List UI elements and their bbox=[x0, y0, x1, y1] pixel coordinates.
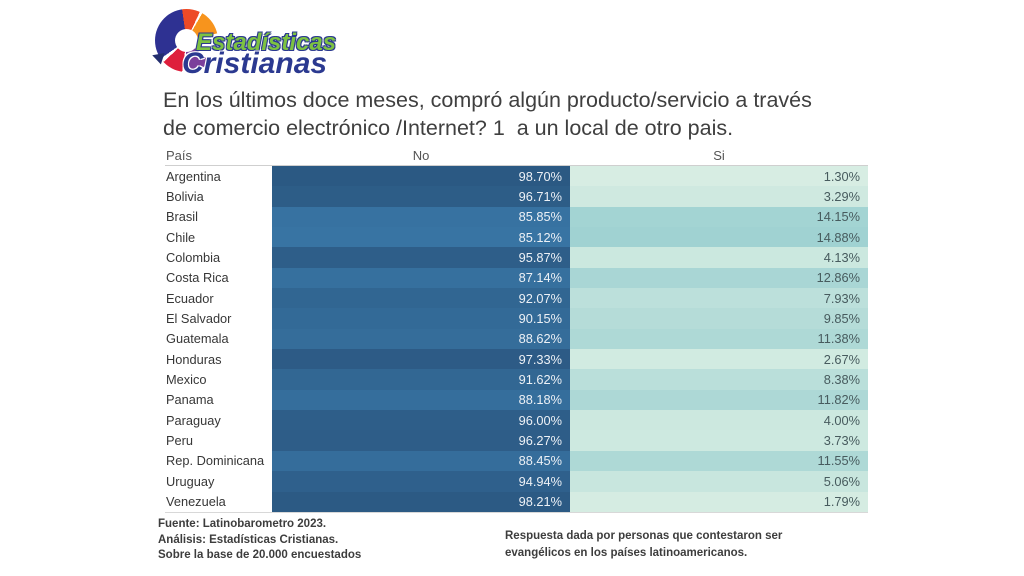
country-label: Colombia bbox=[165, 247, 272, 268]
table-row: Ecuador 92.07% 7.93% bbox=[165, 288, 868, 309]
logo: Estadísticas Cristianas bbox=[150, 6, 365, 80]
no-value-cell: 96.27% bbox=[272, 430, 570, 451]
country-label: Paraguay bbox=[165, 410, 272, 431]
country-label: Chile bbox=[165, 227, 272, 248]
no-value-cell: 98.21% bbox=[272, 491, 570, 512]
si-value-cell: 9.85% bbox=[570, 308, 868, 329]
no-value-cell: 88.62% bbox=[272, 328, 570, 350]
si-value-cell: 7.93% bbox=[570, 288, 868, 309]
logo-arrow-icon bbox=[150, 49, 165, 65]
table-row: Costa Rica 87.14% 12.86% bbox=[165, 267, 868, 289]
country-label: Peru bbox=[165, 430, 272, 451]
logo-pie-icon bbox=[155, 9, 218, 72]
country-label: Bolivia bbox=[165, 186, 272, 207]
country-label: Ecuador bbox=[165, 288, 272, 309]
table-row: Venezuela 98.21% 1.79% bbox=[165, 491, 868, 512]
chart-title: En los últimos doce meses, compró algún … bbox=[163, 88, 812, 140]
country-label: Venezuela bbox=[165, 491, 272, 512]
column-header-no: No bbox=[412, 148, 430, 163]
no-value-cell: 95.87% bbox=[272, 247, 570, 268]
no-value-cell: 98.70% bbox=[272, 166, 570, 187]
table-row: Peru 96.27% 3.73% bbox=[165, 430, 868, 451]
si-value-cell: 11.38% bbox=[570, 328, 868, 350]
si-value-cell: 1.79% bbox=[570, 491, 868, 512]
respondents-note: Respuesta dada por personas que contesta… bbox=[505, 530, 783, 559]
si-value-cell: 11.55% bbox=[570, 450, 868, 472]
source-line: Sobre la base de 20.000 encuestados bbox=[158, 549, 362, 561]
table-row: Honduras 97.33% 2.67% bbox=[165, 349, 868, 370]
table-header-row: País No Si bbox=[165, 148, 868, 166]
no-value-cell: 85.12% bbox=[272, 227, 570, 248]
no-value-cell: 90.15% bbox=[272, 308, 570, 329]
no-value-cell: 92.07% bbox=[272, 288, 570, 309]
country-label: Costa Rica bbox=[165, 267, 272, 289]
table-row: Guatemala 88.62% 11.38% bbox=[165, 328, 868, 350]
column-header-pais: País bbox=[166, 148, 193, 163]
si-value-cell: 12.86% bbox=[570, 267, 868, 289]
si-value-cell: 5.06% bbox=[570, 471, 868, 492]
source-line: Fuente: Latinobarometro 2023. bbox=[158, 518, 327, 530]
table-body: Argentina 98.70% 1.30% Bolivia 96.71% 3.29% Br… bbox=[165, 166, 868, 513]
source-line: Análisis: Estadísticas Cristianas. bbox=[158, 533, 339, 546]
no-value-cell: 94.94% bbox=[272, 471, 570, 492]
si-value-cell: 11.82% bbox=[570, 389, 868, 411]
table-row: Rep. Dominicana 88.45% 11.55% bbox=[165, 450, 868, 472]
country-label: Rep. Dominicana bbox=[165, 450, 272, 472]
table-row: Bolivia 96.71% 3.29% bbox=[165, 186, 868, 207]
no-value-cell: 96.00% bbox=[272, 410, 570, 431]
si-value-cell: 4.00% bbox=[570, 410, 868, 431]
table-row: Mexico 91.62% 8.38% bbox=[165, 369, 868, 390]
si-value-cell: 14.15% bbox=[570, 206, 868, 228]
logo-brand-line2: Cristianas bbox=[182, 47, 328, 80]
no-value-cell: 97.33% bbox=[272, 349, 570, 370]
si-value-cell: 1.30% bbox=[570, 166, 868, 187]
country-label: Guatemala bbox=[165, 328, 272, 350]
column-header-si: Si bbox=[713, 148, 725, 163]
table-row: Paraguay 96.00% 4.00% bbox=[165, 410, 868, 431]
si-value-cell: 3.73% bbox=[570, 430, 868, 451]
table-row: Argentina 98.70% 1.30% bbox=[165, 166, 868, 187]
no-value-cell: 91.62% bbox=[272, 369, 570, 390]
table-row: Brasil 85.85% 14.15% bbox=[165, 206, 868, 228]
table-row: Chile 85.12% 14.88% bbox=[165, 227, 868, 248]
si-value-cell: 4.13% bbox=[570, 247, 868, 268]
no-value-cell: 88.45% bbox=[272, 450, 570, 472]
table-row: Panama 88.18% 11.82% bbox=[165, 389, 868, 411]
country-label: Honduras bbox=[165, 349, 272, 370]
country-label: Panama bbox=[165, 389, 272, 411]
no-value-cell: 85.85% bbox=[272, 206, 570, 228]
country-label: Brasil bbox=[165, 206, 272, 228]
no-value-cell: 88.18% bbox=[272, 389, 570, 411]
table-row: Uruguay 94.94% 5.06% bbox=[165, 471, 868, 492]
country-label: Mexico bbox=[165, 369, 272, 390]
country-label: Argentina bbox=[165, 166, 272, 187]
heatmap-table: País No Si Argentina 98.70% 1.30% Bolivia 96… bbox=[165, 148, 868, 513]
table-row: Colombia 95.87% 4.13% bbox=[165, 247, 868, 268]
logo-brand-line1: Estadísticas bbox=[196, 29, 337, 56]
table-row: El Salvador 90.15% 9.85% bbox=[165, 308, 868, 329]
si-value-cell: 2.67% bbox=[570, 349, 868, 370]
no-value-cell: 96.71% bbox=[272, 186, 570, 207]
si-value-cell: 14.88% bbox=[570, 227, 868, 248]
si-value-cell: 8.38% bbox=[570, 369, 868, 390]
si-value-cell: 3.29% bbox=[570, 186, 868, 207]
source-note: Fuente: Latinobarometro 2023. Análisis: … bbox=[158, 517, 361, 564]
country-label: Uruguay bbox=[165, 471, 272, 492]
no-value-cell: 87.14% bbox=[272, 267, 570, 289]
country-label: El Salvador bbox=[165, 308, 272, 329]
